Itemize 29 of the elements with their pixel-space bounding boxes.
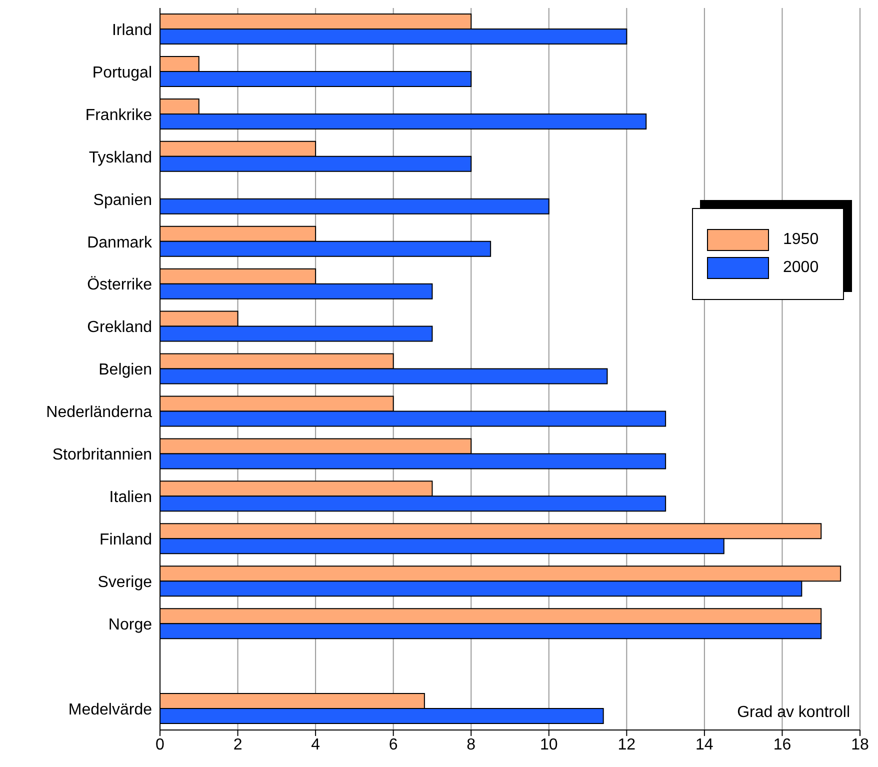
y-tick-label: Belgien bbox=[98, 362, 152, 379]
y-tick-label: Spanien bbox=[93, 192, 152, 209]
y-tick-label: Irland bbox=[112, 22, 152, 39]
y-tick-label: Danmark bbox=[87, 234, 153, 252]
legend-label: 2000 bbox=[783, 259, 819, 277]
y-tick-label: Frankrike bbox=[85, 106, 152, 124]
y-tick-label: Nederländerna bbox=[46, 404, 152, 422]
x-tick-label: 12 bbox=[618, 736, 636, 754]
y-tick-label: Grekland bbox=[87, 319, 152, 336]
y-tick-label: Sverige bbox=[98, 574, 152, 592]
x-tick-label: 16 bbox=[773, 736, 792, 754]
x-tick-label: 14 bbox=[696, 736, 714, 754]
legend-label: 1950 bbox=[783, 231, 819, 249]
y-tick-label: Österrike bbox=[87, 276, 152, 294]
x-tick-label: 4 bbox=[311, 736, 320, 754]
y-tick-label: Medelvärde bbox=[68, 701, 152, 718]
y-tick-label: Tyskland bbox=[88, 149, 152, 166]
x-tick-label: 0 bbox=[156, 736, 165, 754]
x-tick-label: 18 bbox=[851, 736, 869, 754]
y-tick-label: Italien bbox=[109, 489, 152, 506]
x-tick-label: 2 bbox=[233, 736, 242, 754]
y-tick-label: Finland bbox=[100, 532, 152, 549]
x-tick-label: 8 bbox=[466, 736, 476, 754]
x-tick-label: 6 bbox=[388, 736, 398, 754]
x-tick-label: 10 bbox=[540, 736, 558, 754]
y-tick-label: Storbritannien bbox=[52, 446, 152, 464]
y-tick-label: Portugal bbox=[92, 64, 152, 82]
y-tick-label: Norge bbox=[108, 616, 152, 634]
x-axis-title: Grad av kontroll bbox=[737, 704, 850, 722]
